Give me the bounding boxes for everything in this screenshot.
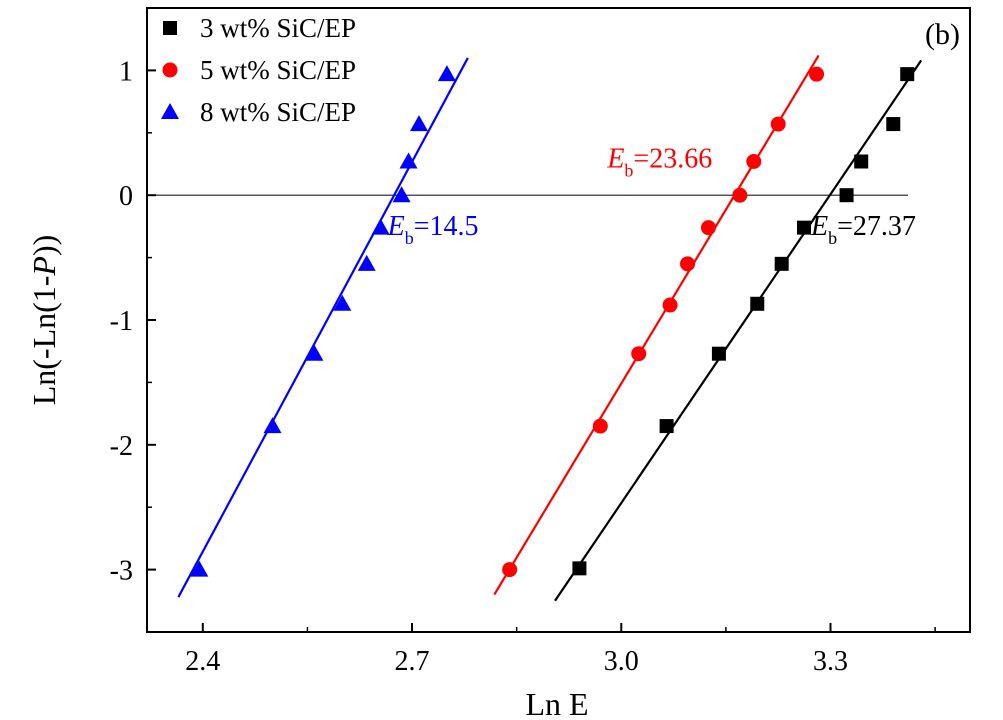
eb-symbol: E <box>387 211 405 242</box>
data-point <box>437 65 456 82</box>
x-tick-label: 2.7 <box>395 646 430 677</box>
eb-annotation: Eb=23.66 <box>606 144 712 181</box>
data-point <box>900 67 915 82</box>
data-point <box>631 346 647 362</box>
fit-line <box>554 59 923 602</box>
data-point <box>305 344 324 361</box>
eb-subscript: b <box>405 228 414 248</box>
y-axis-title-part: )) <box>26 235 62 256</box>
data-point <box>732 187 748 203</box>
legend-label: 8 wt% SiC/EP <box>200 97 356 127</box>
x-tick-label: 2.4 <box>185 646 220 677</box>
fit-lines <box>177 54 923 602</box>
legend-marker <box>162 62 178 78</box>
data-point <box>333 294 352 311</box>
eb-subscript: b <box>828 228 837 248</box>
axes: 2.4 2.7 3.0 3.3 -3 -2 -1 0 1 <box>110 56 936 677</box>
eb-subscript: b <box>624 161 633 181</box>
y-tick-label: 0 <box>119 181 133 212</box>
x-tick-label: 3.0 <box>604 646 639 677</box>
eb-annotation: Eb=27.37 <box>810 211 916 248</box>
data-point <box>797 220 812 235</box>
y-axis-title-part: P <box>26 256 62 277</box>
legend-label: 5 wt% SiC/EP <box>200 55 356 85</box>
data-point <box>592 418 608 434</box>
y-axis-title-part: Ln(-Ln(1- <box>26 276 62 406</box>
data-point <box>886 117 901 132</box>
data-point <box>770 116 786 132</box>
data-point <box>357 254 376 271</box>
eb-symbol: E <box>810 211 828 242</box>
fit-line <box>177 57 469 598</box>
eb-annotation: Eb=14.5 <box>387 211 479 248</box>
legend-marker <box>163 21 177 35</box>
data-point <box>263 417 282 434</box>
y-tick-label: -2 <box>110 431 133 462</box>
data-point <box>711 346 726 361</box>
data-point <box>774 256 789 271</box>
x-tick-label: 3.3 <box>813 646 848 677</box>
data-point <box>750 296 765 311</box>
eb-value: =23.66 <box>633 144 712 175</box>
data-point <box>700 220 716 236</box>
y-tick-label: -3 <box>110 556 133 587</box>
data-point <box>399 152 418 169</box>
data-point <box>572 561 587 576</box>
x-axis-title: Ln E <box>525 686 588 720</box>
y-axis-title: Ln(-Ln(1-P)) <box>26 235 62 406</box>
data-point <box>410 115 429 132</box>
legend-marker <box>161 103 179 119</box>
data-point <box>659 419 674 434</box>
legend-label: 3 wt% SiC/EP <box>200 13 356 43</box>
y-tick-label: -1 <box>110 306 133 337</box>
data-point <box>809 66 825 82</box>
data-point <box>190 560 209 577</box>
panel-label: (b) <box>925 18 960 51</box>
y-tick-label: 1 <box>119 56 133 87</box>
data-point <box>854 154 869 169</box>
eb-symbol: E <box>606 144 624 175</box>
eb-value: =14.5 <box>414 211 479 242</box>
data-point <box>392 186 411 203</box>
data-point <box>371 218 390 235</box>
data-point <box>839 188 854 203</box>
data-points <box>190 65 915 578</box>
legend: 3 wt% SiC/EP 5 wt% SiC/EP 8 wt% SiC/EP <box>161 13 356 127</box>
data-point <box>746 154 762 170</box>
data-point <box>680 256 696 272</box>
eb-value: =27.37 <box>837 211 916 242</box>
fit-line <box>493 54 820 596</box>
data-point <box>502 562 518 578</box>
data-point <box>662 297 678 313</box>
